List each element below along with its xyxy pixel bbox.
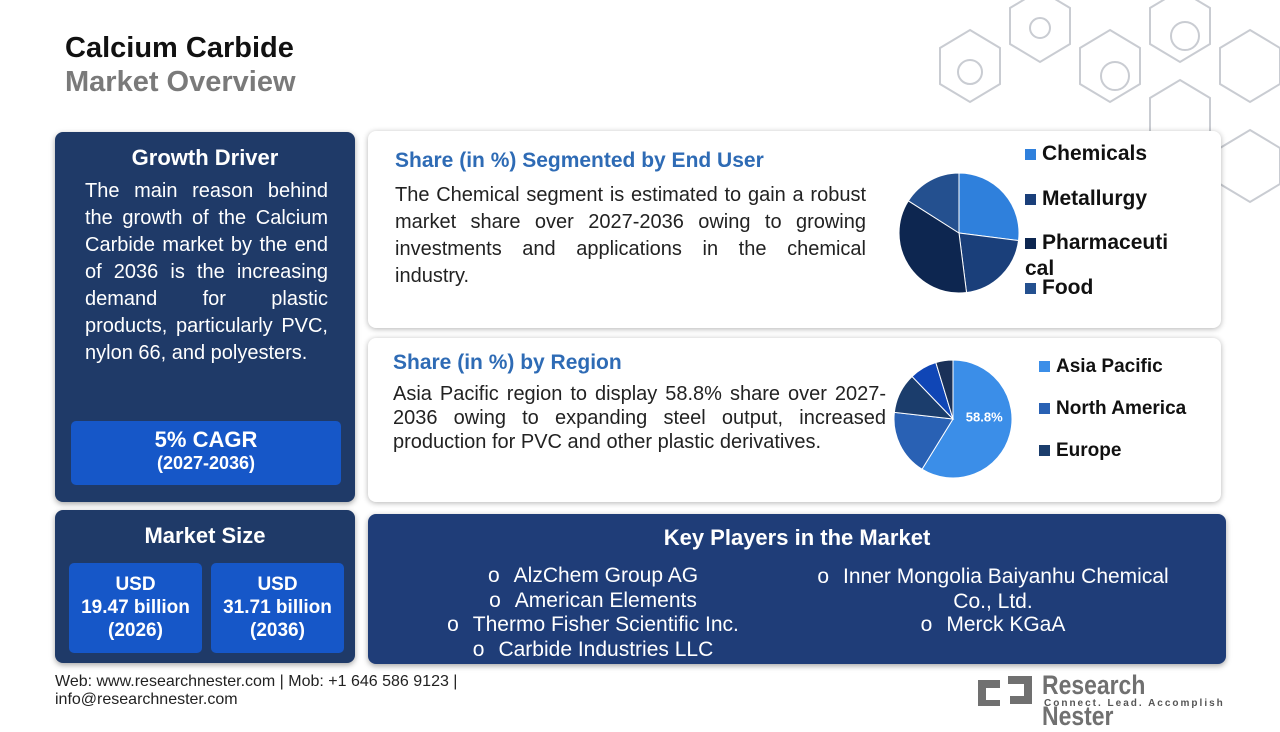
end-user-text: The Chemical segment is estimated to gai… xyxy=(395,184,866,287)
legend-label: Chemicals xyxy=(1042,142,1148,165)
legend-item: Metallurgy xyxy=(1025,186,1175,212)
panel-title: Market Size xyxy=(144,523,266,548)
end-user-panel: Share (in %) Segmented by End User The C… xyxy=(368,131,1221,328)
market-size-panel: Market Size USD 19.47 billion (2026) USD… xyxy=(55,510,355,663)
logo: Research Nester Connect. Lead. Accomplis… xyxy=(974,670,1234,731)
panel-title: Share (in %) by Region xyxy=(393,351,622,374)
player: Inner Mongolia Baiyanhu Chemical Co., Lt… xyxy=(798,564,1188,614)
player: Carbide Industries LLC xyxy=(428,638,758,662)
pie-slice xyxy=(935,360,954,420)
legend-label: Asia Pacific xyxy=(1056,356,1163,377)
legend-item: Pharmaceutical xyxy=(1025,230,1175,282)
pie-chart: 58.8% xyxy=(894,360,1012,478)
subtitle: Market Overview xyxy=(65,66,296,98)
legend-label: North America xyxy=(1056,398,1187,419)
title: Calcium Carbide xyxy=(65,32,294,64)
legend-swatch xyxy=(1039,445,1050,456)
cagr-period: (2027-2036) xyxy=(156,453,256,473)
footer-line: Web: www.researchnester.com | Mob: +1 64… xyxy=(55,673,458,690)
logo-tagline: Connect. Lead. Accomplish xyxy=(1044,698,1225,709)
legend-item: Asia Pacific xyxy=(1039,354,1239,380)
size-box: USD 19.47 billion (2026) xyxy=(69,563,202,653)
pie-slice xyxy=(894,411,954,470)
size-text: (2036) xyxy=(250,620,305,641)
size-text: USD xyxy=(115,574,156,595)
panel-title: Key Players in the Market xyxy=(663,525,931,550)
legend-item: Europe xyxy=(1039,438,1239,464)
legend-item: Chemicals xyxy=(1025,141,1175,167)
footer-line: info@researchnester.com xyxy=(55,691,238,708)
legend-swatch xyxy=(1025,283,1036,294)
pie-chart xyxy=(899,173,1019,293)
size-text: 19.47 billion xyxy=(81,597,190,618)
growth-panel: Growth Driver The main reason behind the… xyxy=(55,132,355,502)
pie-slice xyxy=(907,173,960,234)
legend-swatch xyxy=(1025,238,1036,249)
panel-title: Growth Driver xyxy=(131,145,279,170)
pie-slice xyxy=(921,360,1012,478)
player: Thermo Fisher Scientific Inc. xyxy=(408,613,778,637)
player: AlzChem Group AG xyxy=(428,564,758,588)
legend-swatch xyxy=(1039,403,1050,414)
player: Merck KGaA xyxy=(868,613,1118,637)
legend-label: Europe xyxy=(1056,440,1122,461)
legend-swatch xyxy=(1025,149,1036,160)
value-label: 58.8% xyxy=(966,409,1003,424)
players-panel: Key Players in the Market AlzChem Group … xyxy=(368,514,1226,664)
size-box: USD 31.71 billion (2036) xyxy=(211,563,344,653)
footer: Web: www.researchnester.com | Mob: +1 64… xyxy=(55,673,457,709)
growth-text: The main reason behind the growth of the… xyxy=(85,180,328,364)
legend-label: Metallurgy xyxy=(1042,187,1148,210)
size-text: USD xyxy=(257,574,298,595)
pie-slice xyxy=(899,200,968,293)
legend-item: Food xyxy=(1025,275,1175,301)
logo-icon xyxy=(978,676,1032,706)
cagr: 5% CAGR xyxy=(154,427,258,452)
size-text: 31.71 billion xyxy=(223,597,332,618)
legend-swatch xyxy=(1039,361,1050,372)
region-panel: Share (in %) by Region Asia Pacific regi… xyxy=(368,338,1221,502)
legend-label: Food xyxy=(1042,276,1094,299)
panel-title: Share (in %) Segmented by End User xyxy=(395,149,764,172)
legend-label: Pharmaceutical xyxy=(1025,231,1169,280)
cagr-box: 5% CAGR (2027-2036) xyxy=(71,421,341,485)
legend-item: North America xyxy=(1039,396,1239,422)
player: American Elements xyxy=(428,589,758,613)
pie-slice xyxy=(958,173,1019,242)
pie-slice xyxy=(958,232,1019,293)
region-text: Asia Pacific region to display 58.8% sha… xyxy=(393,383,886,453)
size-text: (2026) xyxy=(108,620,163,641)
legend-swatch xyxy=(1025,194,1036,205)
